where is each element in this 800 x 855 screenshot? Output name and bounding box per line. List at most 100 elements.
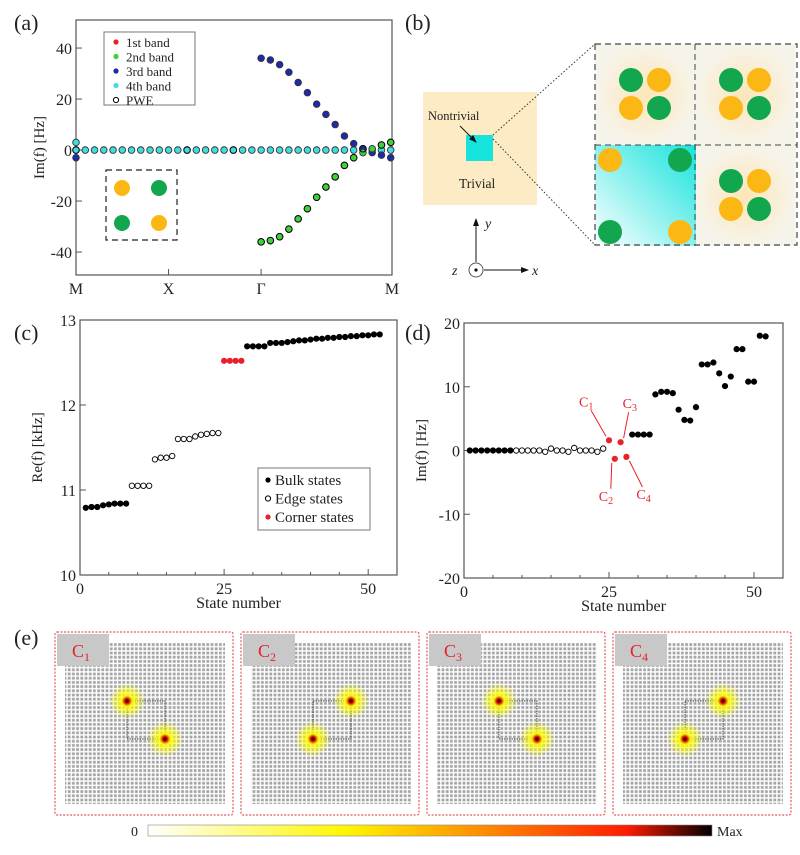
x-tick-label: 25: [601, 584, 617, 601]
data-point-4th-band: [127, 146, 136, 154]
data-point-edge-states: [565, 448, 572, 455]
y-tick-label: 0: [64, 143, 72, 160]
x-tick-label: 50: [360, 581, 376, 598]
legend-marker: [112, 96, 120, 104]
data-point-edge-states: [582, 447, 589, 454]
corner-state-arrow: [623, 412, 630, 439]
data-point-bulk-states: [249, 343, 257, 350]
corner-state-arrow: [610, 462, 613, 489]
data-point-pwe: [229, 146, 238, 154]
data-point-edge-states: [547, 445, 555, 452]
data-point-bulk-states: [301, 337, 308, 344]
zoomed-unit-cells: [594, 43, 798, 246]
data-point-bulk-states: [727, 373, 734, 380]
data-point-3rd-band: [349, 139, 358, 148]
z-axis-dot: [474, 268, 478, 272]
unit-cell-trivial: [695, 145, 796, 246]
data-point-4th-band: [155, 146, 164, 154]
data-point-pwe: [294, 215, 302, 223]
label-main: C: [579, 395, 588, 410]
data-point-bulk-states: [710, 359, 717, 366]
data-point-bulk-states: [489, 447, 497, 454]
scatterer-yellow: [719, 96, 743, 120]
data-point-4th-band: [294, 146, 302, 154]
y-tick-label: 10: [444, 380, 460, 397]
x-tick-label: M: [69, 281, 83, 298]
data-point-corner-states: [623, 453, 630, 460]
data-point-4th-band: [220, 146, 228, 154]
nontrivial-boundary: [684, 700, 724, 740]
hotspot-top-left: [481, 683, 517, 719]
data-point-corner-states: [220, 357, 228, 364]
data-point-bulk-states: [733, 346, 740, 353]
label-main: C: [599, 490, 608, 505]
data-point-corner-states: [226, 357, 233, 364]
field-map-C1: C1: [54, 631, 234, 816]
label-sub: 1: [84, 650, 90, 664]
data-point-bulk-states: [687, 417, 694, 424]
data-point-edge-states: [169, 452, 176, 460]
label-sub: 3: [632, 403, 637, 414]
data-point-bulk-states: [278, 339, 285, 347]
corner-state-label-C1: C1: [579, 395, 593, 412]
data-point-corner-states: [238, 357, 245, 364]
data-point-edge-states: [571, 444, 578, 452]
data-point-4th-band: [192, 146, 201, 154]
y-tick-label: -10: [439, 507, 460, 524]
scatterer: [114, 215, 130, 231]
data-point-pwe: [340, 161, 349, 170]
data-point-bulk-states: [123, 500, 130, 507]
y-tick-label: 11: [61, 483, 76, 500]
corner-state-label-C3: C3: [623, 397, 637, 414]
data-point-bulk-states: [704, 361, 711, 368]
hotspot-bottom-left: [667, 721, 703, 757]
scatterer: [151, 215, 167, 231]
data-point-bulk-states: [353, 333, 360, 340]
corner-state-arrow: [590, 410, 607, 437]
field-map-C2: C2: [240, 631, 420, 816]
scatterer-green: [719, 169, 743, 193]
data-point-4th-band: [72, 138, 80, 147]
data-point-4th-band: [340, 146, 349, 154]
nontrivial-boundary: [126, 700, 166, 740]
data-point-bulk-states: [762, 333, 769, 340]
corner-state-label-C2: C2: [599, 490, 613, 507]
data-point-edge-states: [163, 454, 170, 461]
x-tick-label: 0: [460, 584, 468, 601]
label-sub: 4: [646, 494, 651, 505]
data-point-edge-states: [186, 435, 193, 443]
data-point-4th-band: [146, 146, 154, 154]
scatterer-green: [719, 68, 743, 92]
colorbar: [147, 824, 713, 837]
data-point-3rd-band: [266, 56, 275, 64]
data-point-bulk-states: [342, 333, 349, 341]
hotspot-bottom-right: [519, 721, 555, 757]
nontrivial-label: Nontrivial: [428, 109, 480, 123]
x-tick-label: X: [163, 281, 175, 298]
field-map-label: C3: [444, 641, 462, 664]
legend-box: [103, 31, 196, 106]
data-point-pwe: [349, 153, 358, 162]
data-point-pwe: [377, 141, 386, 149]
label-sub: 3: [456, 650, 462, 664]
lattice-grid: [65, 642, 225, 804]
data-point-pwe: [275, 232, 284, 241]
data-point-bulk-states: [721, 383, 729, 390]
scatterer-yellow: [619, 96, 643, 120]
data-point-4th-band: [312, 146, 321, 154]
y-tick-label: -20: [439, 571, 460, 588]
data-point-bulk-states: [318, 335, 326, 342]
data-point-3rd-band: [257, 54, 265, 63]
data-point-4th-band: [285, 146, 293, 154]
data-point-edge-states: [553, 447, 560, 454]
data-point-3rd-band: [294, 78, 302, 87]
data-point-edge-states: [530, 447, 537, 454]
data-point-2nd-band: [368, 145, 376, 153]
data-point-bulk-states: [94, 503, 101, 511]
x-tick-label: M: [385, 281, 399, 298]
data-point-4th-band: [81, 146, 90, 154]
data-point-corner-states: [232, 357, 239, 364]
panel-label-e: (e): [14, 625, 38, 650]
y-tick-label: 10: [60, 568, 76, 585]
